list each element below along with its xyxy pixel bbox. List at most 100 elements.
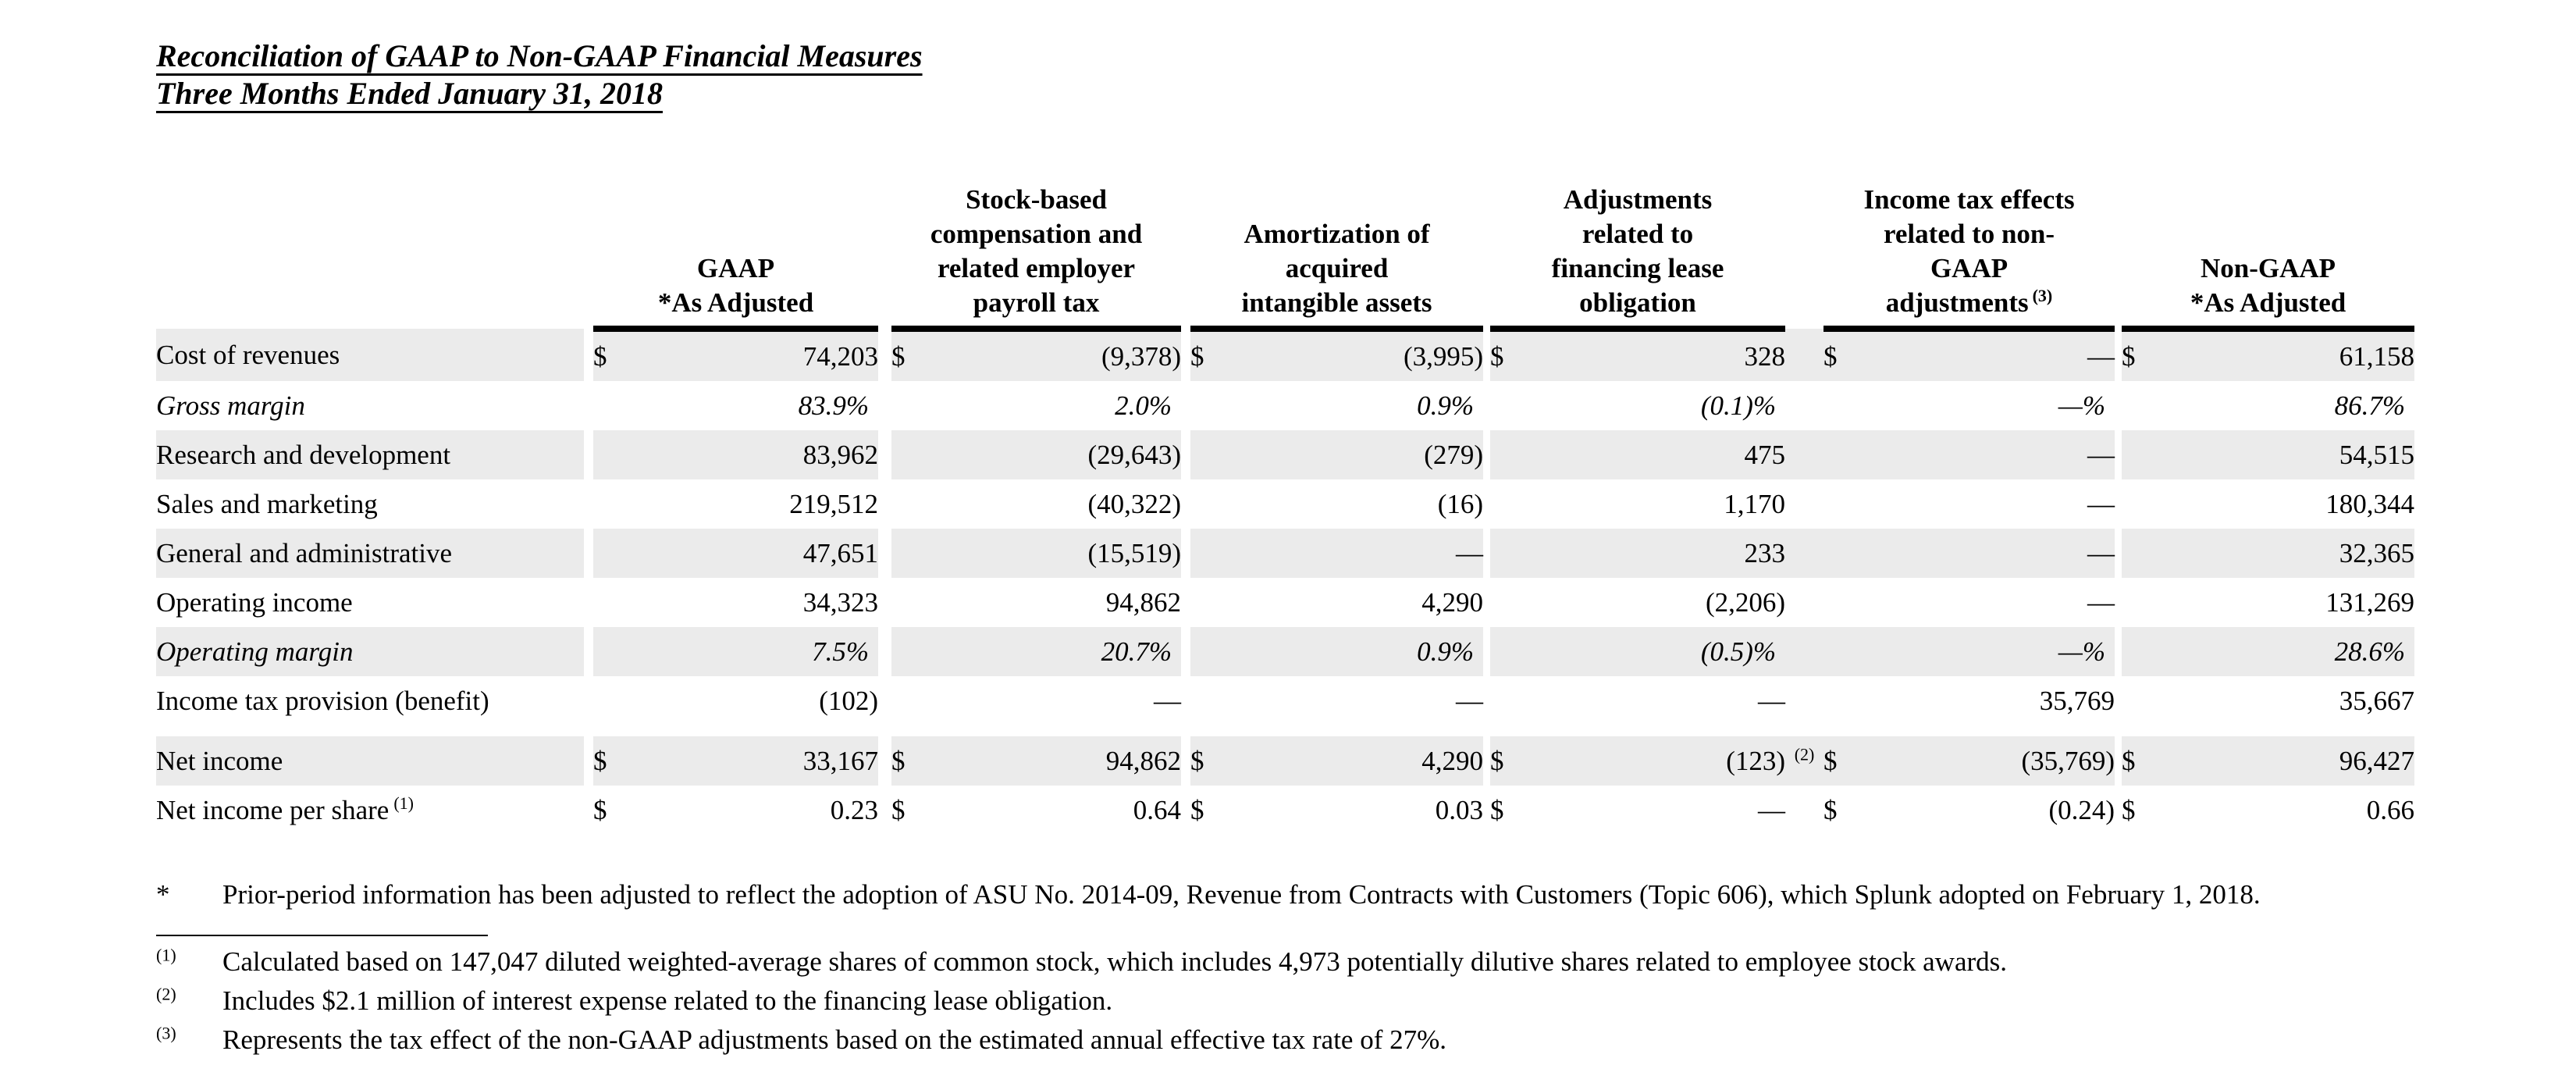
cell-value: 0.9% xyxy=(1417,390,1475,421)
dollar-sign: $ xyxy=(593,795,607,825)
cell-value: (16) xyxy=(1437,489,1484,519)
footnote-star-text: Prior-period information has been adjust… xyxy=(222,879,2261,910)
spacer-row xyxy=(156,725,2415,736)
dollar-sign: $ xyxy=(593,736,642,786)
cell-value: 83.9% xyxy=(798,390,870,421)
cell-value: 94,862 xyxy=(1105,587,1182,618)
cell-value: (2,206) xyxy=(1705,587,1786,618)
cell-value: 32,365 xyxy=(2170,529,2415,578)
footnote-1-text: Calculated based on 147,047 diluted weig… xyxy=(222,946,2008,977)
footnote-2-marker: (2) xyxy=(156,984,176,1004)
header-row: GAAP *As Adjusted Stock-based compensati… xyxy=(156,183,2415,332)
cell-value: — xyxy=(1758,795,1786,825)
cell-value: 131,269 xyxy=(2325,587,2415,618)
row-label: Operating margin xyxy=(156,627,584,676)
dollar-sign: $ xyxy=(2122,736,2171,786)
footnote-star: * Prior-period information has been adju… xyxy=(156,877,2576,913)
dollar-sign: $ xyxy=(1190,329,1240,381)
cell-value: (0.24) xyxy=(2048,795,2115,825)
cell-value: 54,515 xyxy=(2170,430,2415,479)
dollar-sign: $ xyxy=(891,736,941,786)
table-row-income-tax-provision: Income tax provision (benefit) (102) — —… xyxy=(156,676,2414,725)
col-header-non-gaap-as-adjusted: Non-GAAP *As Adjusted xyxy=(2122,183,2415,332)
cell-value: (102) xyxy=(819,686,879,716)
cell-value: 180,344 xyxy=(2325,489,2415,519)
cell-value: 35,769 xyxy=(2039,686,2115,716)
cell-value: — xyxy=(1758,686,1786,716)
cell-value: 475 xyxy=(1539,430,1786,479)
table-row-gross-margin: Gross margin 83.9% 2.0% 0.9% (0.1)% —% 8… xyxy=(156,381,2414,430)
page-title-line1: Reconciliation of GAAP to Non-GAAP Finan… xyxy=(156,38,923,73)
footnote-2-text: Includes $2.1 million of interest expens… xyxy=(222,985,1113,1016)
cell-value: (279) xyxy=(1239,430,1484,479)
table-row-cost-of-revenues: Cost of revenues $ 74,203 $ (9,378) $ (3… xyxy=(156,329,2415,381)
table-row-operating-income: Operating income 34,323 94,862 4,290 (2,… xyxy=(156,578,2414,627)
cell-value: 328 xyxy=(1539,329,1786,381)
dollar-sign: $ xyxy=(891,329,941,381)
row-label: Sales and marketing xyxy=(156,489,378,519)
cell-value: 219,512 xyxy=(789,489,879,519)
footnotes-section: * Prior-period information has been adju… xyxy=(156,877,2576,1058)
reconciliation-table: GAAP *As Adjusted Stock-based compensati… xyxy=(156,183,2415,835)
dollar-sign: $ xyxy=(891,795,906,825)
footnote-ref-3: (3) xyxy=(2032,286,2053,306)
dollar-sign: $ xyxy=(1190,795,1204,825)
cell-value: (15,519) xyxy=(940,529,1182,578)
cell-value: 28.6% xyxy=(2170,627,2415,676)
col-header-financing-lease-adjustments: Adjustments related to financing lease o… xyxy=(1490,183,1786,332)
cell-value: 35,667 xyxy=(2339,686,2415,716)
cell-value: 96,427 xyxy=(2170,736,2415,786)
cell-value: (40,322) xyxy=(1087,489,1182,519)
cell-value: —% xyxy=(1872,627,2115,676)
cell-value: — xyxy=(1872,329,2115,381)
row-label: Research and development xyxy=(156,430,584,479)
cell-value: (123) xyxy=(1539,736,1786,786)
cell-value: — xyxy=(1872,529,2115,578)
cell-value: (29,643) xyxy=(940,430,1182,479)
cell-value: (0.5)% xyxy=(1539,627,1786,676)
dollar-sign: $ xyxy=(1823,329,1873,381)
footnote-divider xyxy=(156,935,488,936)
cell-value: (35,769) xyxy=(1872,736,2115,786)
cell-value: 20.7% xyxy=(940,627,1182,676)
dollar-sign: $ xyxy=(1490,736,1539,786)
cell-value: — xyxy=(1456,686,1484,716)
row-label: General and administrative xyxy=(156,529,584,578)
page-title: Reconciliation of GAAP to Non-GAAP Finan… xyxy=(156,37,2576,112)
dollar-sign: $ xyxy=(1823,795,1838,825)
table-row-net-income: Net income $ 33,167 $ 94,862 $ 4,290 $ (… xyxy=(156,736,2415,786)
row-label: Net income xyxy=(156,736,584,786)
footnote-3-text: Represents the tax effect of the non-GAA… xyxy=(222,1024,1447,1055)
dollar-sign: $ xyxy=(1190,736,1240,786)
row-label: Income tax provision (benefit) xyxy=(156,686,489,716)
row-label: Net income per share (1) xyxy=(156,793,414,825)
col-header-gaap-as-adjusted: GAAP *As Adjusted xyxy=(593,183,879,332)
dollar-sign: $ xyxy=(1490,329,1539,381)
cell-value: 34,323 xyxy=(802,587,879,618)
cell-value: 1,170 xyxy=(1724,489,1786,519)
table-row-sales-marketing: Sales and marketing 219,512 (40,322) (16… xyxy=(156,479,2414,529)
cell-value: 233 xyxy=(1539,529,1786,578)
cell-value: — xyxy=(1872,430,2115,479)
footnote-1: (1) Calculated based on 147,047 diluted … xyxy=(156,944,2576,980)
cell-value: 2.0% xyxy=(1115,390,1172,421)
cell-value: — xyxy=(1154,686,1182,716)
footnote-1-marker: (1) xyxy=(156,945,176,965)
cell-value: 0.66 xyxy=(2366,795,2415,825)
col-header-amortization-intangibles: Amortization of acquired intangible asse… xyxy=(1190,183,1484,332)
cell-value: — xyxy=(2087,587,2115,618)
cell-value: 0.23 xyxy=(830,795,879,825)
row-label: Operating income xyxy=(156,587,353,618)
col-header-income-tax-effects: Income tax effects related to non- GAAP … xyxy=(1823,183,2115,332)
table-row-general-administrative: General and administrative 47,651 (15,51… xyxy=(156,529,2415,578)
footnote-2: (2) Includes $2.1 million of interest ex… xyxy=(156,983,2576,1019)
cell-value: 61,158 xyxy=(2170,329,2415,381)
table-row-operating-margin: Operating margin 7.5% 20.7% 0.9% (0.5)% … xyxy=(156,627,2415,676)
row-label: Cost of revenues xyxy=(156,329,584,381)
cell-value: 7.5% xyxy=(642,627,879,676)
dollar-sign: $ xyxy=(593,329,642,381)
cell-value: — xyxy=(2087,489,2115,519)
footnote-ref-1: (1) xyxy=(393,793,414,814)
cell-value: —% xyxy=(2058,390,2106,421)
cell-value: (3,995) xyxy=(1239,329,1484,381)
